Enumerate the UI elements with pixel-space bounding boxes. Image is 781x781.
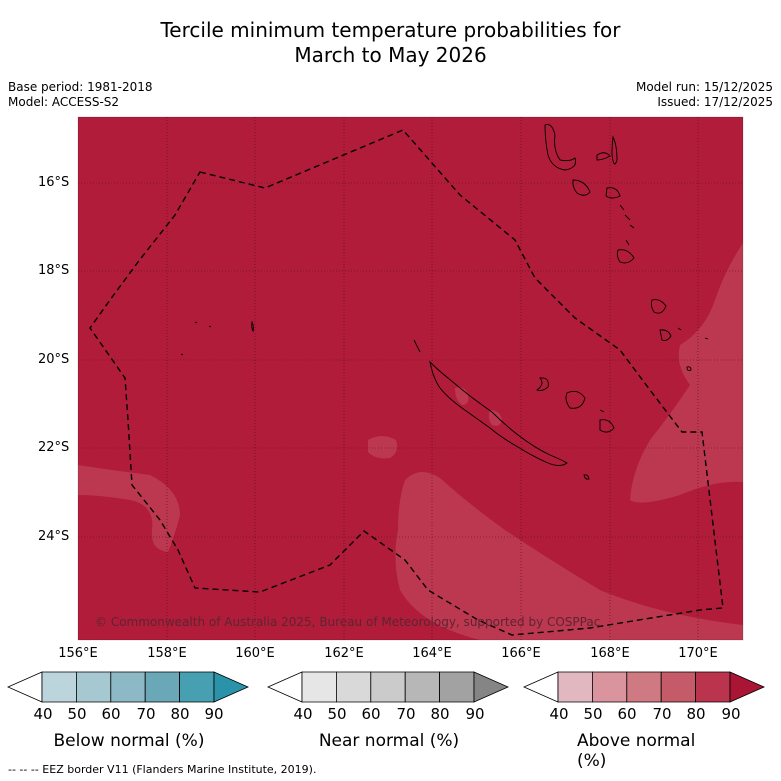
vanuatu-ambae <box>596 152 611 161</box>
meta-right: Model run: 15/12/2025 Issued: 17/12/2025 <box>636 80 773 110</box>
colorbar-below-normal <box>7 671 249 703</box>
gridlines <box>78 117 743 640</box>
colorbar-near-tick-40: 40 <box>293 705 313 723</box>
colorbar-segment <box>370 671 406 703</box>
vanuatu-tanna <box>650 299 667 314</box>
title-line-2: March to May 2026 <box>294 43 487 67</box>
colorbar-below-tick-70: 70 <box>136 705 156 723</box>
colorbar-above-tick-50: 50 <box>583 705 603 723</box>
chesterfield-islands <box>180 320 254 356</box>
lat-label-20s: 20°S <box>38 352 70 367</box>
coastlines <box>180 124 709 480</box>
eez-border <box>89 129 724 636</box>
lat-label-16s: 16°S <box>38 175 70 190</box>
colorbar-lower-extend <box>267 671 303 703</box>
colorbar-segment <box>557 671 593 703</box>
colorbar-near-tick-90: 90 <box>465 705 485 723</box>
colorbar-segment <box>76 671 112 703</box>
colorbar-near-tick-70: 70 <box>396 705 416 723</box>
probability-field <box>78 243 743 640</box>
colorbar-segment <box>592 671 628 703</box>
colorbar-segment <box>660 671 696 703</box>
colorbar-below-tick-90: 90 <box>204 705 224 723</box>
colorbar-below-tick-40: 40 <box>33 705 53 723</box>
lighter-region-east <box>630 243 743 503</box>
colorbar-segment <box>695 671 731 703</box>
vanuatu-erromango <box>616 249 635 264</box>
colorbar-above-tick-70: 70 <box>652 705 672 723</box>
vanuatu-aneityum <box>659 329 672 341</box>
lon-label-156e: 156°E <box>58 646 98 661</box>
map-frame <box>77 116 744 641</box>
lon-label-158e: 158°E <box>147 646 187 661</box>
colorbar-below-label: Below normal (%) <box>53 731 205 751</box>
lighter-region-loyalty <box>455 387 502 426</box>
colorbar-near-normal <box>267 671 509 703</box>
colorbar-above-normal <box>523 671 765 703</box>
meta-left: Base period: 1981-2018 Model: ACCESS-S2 <box>8 80 153 110</box>
colorbar-above-tick-60: 60 <box>617 705 637 723</box>
new-caledonia-coastline <box>429 360 568 466</box>
base-period-text: Base period: 1981-2018 <box>8 80 153 94</box>
colorbar-below-tick-80: 80 <box>170 705 190 723</box>
colorbar-above-tick-80: 80 <box>686 705 706 723</box>
colorbar-near-tick-80: 80 <box>430 705 450 723</box>
copyright-text: © Commonwealth of Australia 2025, Bureau… <box>95 615 600 629</box>
vanuatu-maewo-pentecost <box>611 135 618 165</box>
lat-label-18s: 18°S <box>38 263 70 278</box>
lon-label-166e: 166°E <box>501 646 541 661</box>
colorbar-segment <box>439 671 475 703</box>
colorbar-segment <box>110 671 146 703</box>
loyalty-islands-lifou <box>565 390 586 409</box>
colorbar-upper-extend <box>473 671 509 703</box>
colorbar-segment <box>626 671 662 703</box>
vanuatu-espiritu-santo <box>544 124 576 171</box>
chart-title: Tercile minimum temperature probabilitie… <box>0 18 781 68</box>
issued-text: Issued: 17/12/2025 <box>657 95 773 109</box>
colorbar-segment <box>301 671 337 703</box>
lon-label-160e: 160°E <box>235 646 275 661</box>
colorbar-near-label: Near normal (%) <box>318 731 460 751</box>
lon-label-164e: 164°E <box>412 646 452 661</box>
colorbar-below-tick-50: 50 <box>67 705 87 723</box>
colorbar-above-tick-90: 90 <box>721 705 741 723</box>
footer-text: -- -- -- EEZ border V11 (Flanders Marine… <box>8 763 317 776</box>
colorbar-upper-extend <box>213 671 249 703</box>
colorbar-segment <box>335 671 372 703</box>
colorbar-segment <box>144 671 181 703</box>
model-run-text: Model run: 15/12/2025 <box>635 80 773 94</box>
colorbar-segment <box>179 671 215 703</box>
belep-islands <box>413 339 421 353</box>
lon-label-168e: 168°E <box>590 646 630 661</box>
vanuatu-efate <box>605 187 621 199</box>
lon-label-170e: 170°E <box>678 646 718 661</box>
lighter-region-west <box>78 465 180 552</box>
lighter-region-blob <box>368 436 398 459</box>
lat-label-22s: 22°S <box>38 440 70 455</box>
vanuatu-small-islands <box>583 204 709 480</box>
colorbar-above-tick-40: 40 <box>549 705 569 723</box>
colorbar-lower-extend <box>7 671 43 703</box>
colorbar-lower-extend <box>523 671 559 703</box>
colorbar-upper-extend <box>729 671 765 703</box>
loyalty-islands-mare <box>599 419 615 433</box>
colorbar-below-tick-60: 60 <box>101 705 121 723</box>
colorbar-segment <box>41 671 77 703</box>
lon-label-162e: 162°E <box>324 646 364 661</box>
colorbar-above-label: Above normal (%) <box>577 731 696 771</box>
loyalty-islands-ouvea <box>536 377 549 392</box>
title-line-1: Tercile minimum temperature probabilitie… <box>160 18 621 42</box>
lighter-region-south <box>395 471 743 640</box>
colorbar-near-tick-50: 50 <box>327 705 347 723</box>
colorbar-near-tick-60: 60 <box>361 705 381 723</box>
lat-label-24s: 24°S <box>38 529 70 544</box>
vanuatu-malakula <box>572 179 591 196</box>
colorbar-segment <box>404 671 441 703</box>
model-text: Model: ACCESS-S2 <box>8 95 120 109</box>
